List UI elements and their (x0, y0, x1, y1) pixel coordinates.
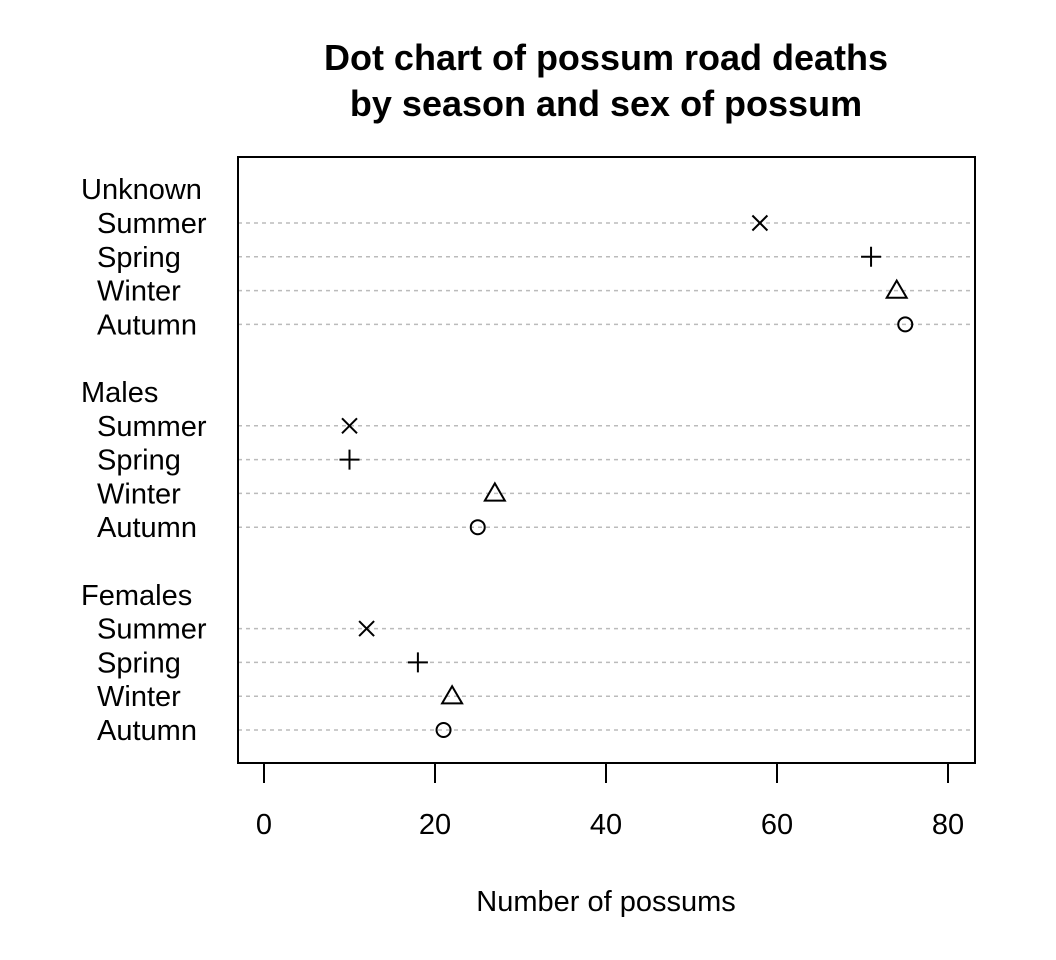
x-tick-label: 20 (419, 809, 451, 841)
point-plus (339, 449, 360, 470)
point-cross (358, 620, 375, 637)
season-label: Spring (97, 647, 181, 679)
x-tick-label: 0 (256, 809, 272, 841)
point-circle (435, 722, 452, 738)
point-cross (341, 417, 358, 435)
season-label: Winter (97, 478, 181, 510)
point-plus (861, 246, 882, 267)
point-triangle (440, 684, 464, 705)
x-tick-label: 60 (761, 809, 793, 841)
season-label: Winter (97, 681, 181, 713)
season-label: Spring (97, 445, 181, 477)
season-label: Winter (97, 276, 181, 308)
season-label: Spring (97, 242, 181, 274)
point-circle (469, 519, 486, 536)
x-tick-label: 40 (590, 809, 622, 841)
x-axis: 0 20 40 60 80 (256, 762, 964, 841)
group-label: Females (81, 580, 192, 612)
group-label: Males (81, 377, 158, 409)
x-tick-label: 80 (932, 809, 964, 841)
grid-lines (238, 222, 975, 731)
point-plus (407, 652, 428, 673)
season-label: Summer (97, 614, 207, 646)
point-circle (897, 316, 914, 333)
point-triangle (884, 278, 909, 299)
season-label: Autumn (97, 715, 197, 747)
row-labels: AutumnWinterSpringSummerFemalesAutumnWin… (81, 174, 207, 747)
season-label: Summer (97, 208, 207, 240)
point-triangle (483, 481, 507, 502)
chart-title: Dot chart of possum road deaths (324, 37, 888, 78)
season-label: Summer (97, 411, 207, 443)
chart-subtitle: by season and sex of possum (350, 83, 862, 124)
season-label: Autumn (97, 309, 197, 341)
data-points (339, 214, 914, 738)
season-label: Autumn (97, 512, 197, 544)
point-cross (751, 214, 769, 232)
x-axis-label: Number of possums (476, 886, 736, 918)
group-label: Unknown (81, 174, 202, 206)
